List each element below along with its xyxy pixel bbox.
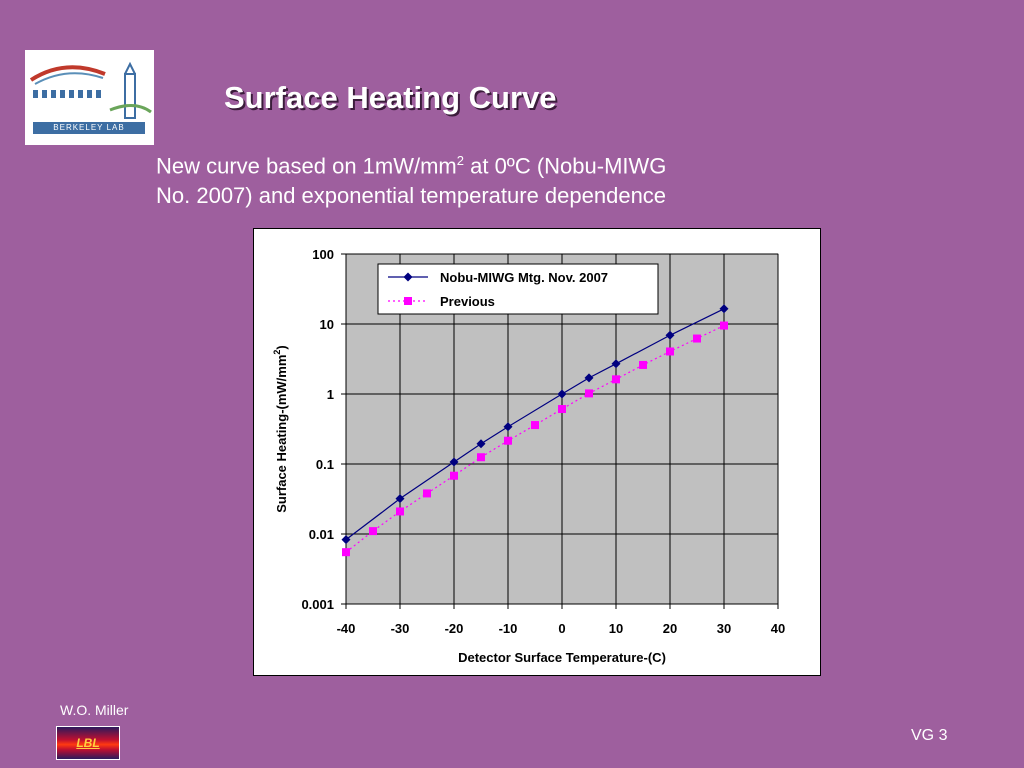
slide-subtitle: New curve based on 1mW/mm2 at 0ºC (Nobu-… — [156, 146, 796, 211]
series-new-point — [719, 304, 729, 314]
series-new-point — [611, 359, 621, 369]
series-previous-point — [504, 436, 512, 445]
chart-container: -40 -30 -20 -10 0 10 20 30 40 0.001 0.01 0.1 1 10 100 D… — [253, 228, 821, 676]
series-new-point — [341, 535, 351, 545]
series-new-point — [503, 422, 513, 432]
series-previous-point — [531, 421, 539, 430]
y-tick-label: 10 — [320, 317, 334, 332]
series-previous-line — [345, 325, 725, 553]
series-previous-point — [342, 548, 350, 557]
series-previous-point — [423, 489, 431, 498]
legend-label-new: Nobu-MIWG Mtg. Nov. 2007 — [440, 270, 608, 285]
legend-label-previous: Previous — [440, 294, 495, 309]
series-new-point — [584, 373, 594, 383]
series-previous-point — [612, 375, 620, 384]
x-tick-label: 10 — [609, 621, 623, 636]
series-previous-point — [450, 471, 458, 480]
subtitle-line2: No. 2007) and exponential temperature de… — [156, 183, 667, 209]
x-tick-label: -10 — [499, 621, 518, 636]
x-tick-label: -30 — [391, 621, 410, 636]
y-axis-title-main: Surface Heating-(mW/mm — [274, 355, 289, 513]
x-tick-label: -20 — [445, 621, 464, 636]
x-axis-title: Detector Surface Temperature-(C) — [458, 650, 666, 665]
badge-text: LBL — [76, 736, 100, 750]
legend-previous-marker — [404, 297, 412, 305]
y-tick-label: 0.001 — [301, 597, 334, 612]
series-previous-point — [477, 453, 485, 462]
y-axis-title-end: ) — [274, 345, 289, 349]
series-new-point — [449, 457, 459, 467]
series-new-point — [557, 389, 567, 399]
y-tick-label: 1 — [327, 387, 334, 402]
series-previous-point — [720, 321, 728, 330]
x-tick-label: 40 — [771, 621, 785, 636]
logo-text: BERKELEY LAB — [33, 122, 145, 134]
slide-number: VG 3 — [911, 727, 948, 744]
subtitle-line1-pre: New curve based on 1mW/mm — [156, 153, 457, 179]
slide-title: Surface Heating Curve — [224, 80, 557, 115]
author-name: W.O. Miller — [60, 702, 129, 718]
legend-new-marker — [403, 272, 413, 282]
series-previous-point — [585, 389, 593, 398]
y-tick-label: 0.01 — [309, 527, 334, 542]
x-tick-label: 30 — [717, 621, 731, 636]
lbl-badge: LBL — [56, 726, 120, 760]
series-previous-point — [396, 507, 404, 516]
berkeley-lab-logo: BERKELEY LAB — [25, 50, 154, 145]
y-tick-label: 100 — [312, 247, 334, 262]
y-axis-title: Surface Heating-(mW/mm2) — [272, 345, 289, 513]
series-new-point — [476, 439, 486, 449]
surface-heating-chart: -40 -30 -20 -10 0 10 20 30 40 0.001 0.01 0.1 1 10 100 D… — [272, 247, 785, 665]
y-axis-title-superscript: 2 — [272, 350, 282, 355]
series-new-point — [665, 330, 675, 340]
series-previous-point — [693, 334, 701, 343]
x-tick-label: 0 — [558, 621, 565, 636]
series-new-point — [395, 494, 405, 504]
x-tick-label: 20 — [663, 621, 677, 636]
x-tick-label: -40 — [337, 621, 356, 636]
subtitle-superscript: 2 — [456, 153, 464, 168]
series-new-line — [345, 308, 725, 541]
series-previous-point — [666, 347, 674, 356]
y-tick-label: 0.1 — [316, 457, 334, 472]
subtitle-line1-post: at 0ºC (Nobu-MIWG — [464, 153, 667, 179]
legend-box — [377, 263, 659, 315]
series-previous-point — [558, 405, 566, 414]
series-previous-point — [369, 527, 377, 536]
series-previous-point — [639, 360, 647, 369]
